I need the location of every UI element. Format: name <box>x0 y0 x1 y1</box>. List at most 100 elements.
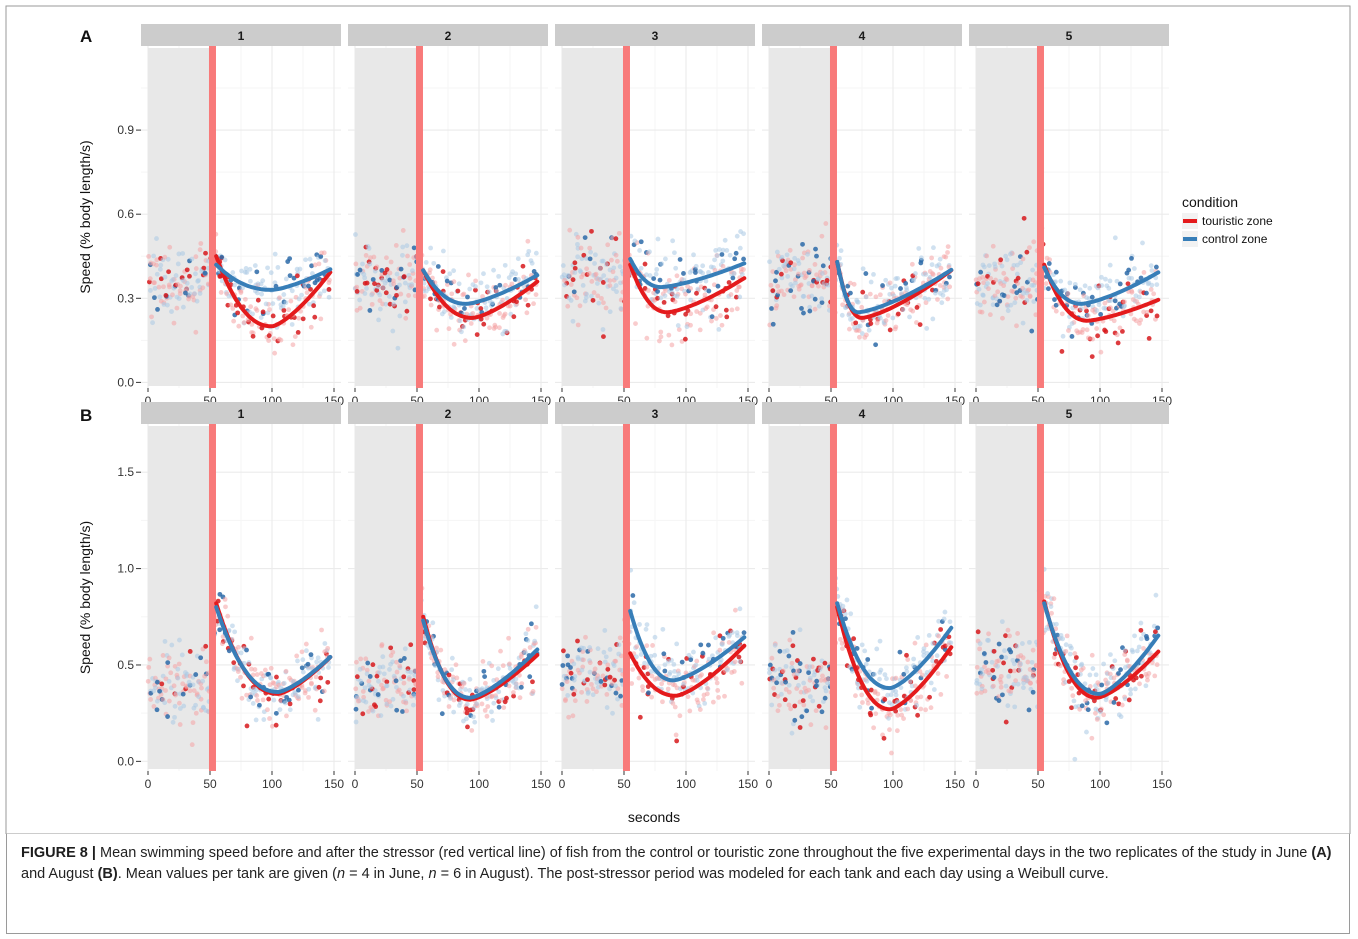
control-point <box>792 255 798 261</box>
control-point <box>259 291 265 297</box>
touristic-point <box>501 705 507 710</box>
control-point <box>677 257 683 262</box>
touristic-point <box>408 642 414 648</box>
control-point <box>894 699 900 705</box>
touristic-point <box>374 673 380 679</box>
pre-stressor-shading <box>562 48 627 386</box>
touristic-point <box>666 277 672 283</box>
control-point <box>593 252 598 258</box>
facet-strip-label: 3 <box>652 407 659 421</box>
touristic-point <box>710 699 716 705</box>
control-point <box>720 635 726 641</box>
control-point <box>523 650 528 656</box>
touristic-point <box>517 695 523 701</box>
control-point <box>672 250 677 256</box>
control-point <box>709 314 715 320</box>
touristic-point <box>370 662 376 668</box>
control-point <box>1131 266 1137 271</box>
control-point <box>509 272 514 277</box>
control-point <box>737 659 743 665</box>
touristic-point <box>231 318 237 324</box>
touristic-point <box>1030 277 1036 283</box>
control-point <box>287 707 293 713</box>
touristic-point <box>977 646 983 652</box>
touristic-point <box>407 275 413 281</box>
control-point <box>769 306 774 311</box>
control-point <box>884 676 889 682</box>
control-point <box>1021 685 1026 691</box>
stressor-line <box>829 424 837 771</box>
x-tick-label: 50 <box>617 777 631 791</box>
control-point <box>287 256 293 261</box>
control-point <box>472 719 478 725</box>
control-point <box>907 314 912 320</box>
control-point <box>170 719 176 725</box>
touristic-point <box>935 297 940 302</box>
touristic-point <box>713 316 719 321</box>
touristic-point <box>1008 668 1013 674</box>
touristic-point <box>1012 668 1017 674</box>
touristic-point <box>865 700 871 706</box>
touristic-point <box>248 304 254 310</box>
touristic-point <box>388 645 394 651</box>
touristic-point <box>795 668 801 674</box>
control-point <box>275 265 281 270</box>
control-point <box>796 683 801 688</box>
touristic-point <box>366 709 371 714</box>
control-point <box>852 325 857 331</box>
control-point <box>400 244 406 250</box>
control-point <box>295 658 300 664</box>
control-point <box>162 274 168 280</box>
control-fit-curve <box>835 601 954 691</box>
touristic-point <box>803 688 809 694</box>
control-point <box>863 661 869 667</box>
touristic-point <box>1003 719 1009 725</box>
touristic-point <box>482 680 488 686</box>
touristic-point <box>610 269 616 275</box>
y-tick-label: 0.5 <box>117 658 134 672</box>
data-points <box>974 566 1161 762</box>
control-point <box>391 673 397 679</box>
touristic-point <box>1126 697 1132 703</box>
touristic-point <box>718 313 723 318</box>
control-point <box>579 667 585 673</box>
touristic-point <box>899 712 905 718</box>
control-point <box>1014 643 1020 649</box>
control-point <box>904 669 910 675</box>
touristic-point <box>1066 679 1072 684</box>
control-point <box>515 256 521 262</box>
control-point <box>1078 671 1083 677</box>
touristic-point <box>163 688 168 693</box>
touristic-point <box>1084 327 1090 333</box>
control-point <box>1012 300 1018 306</box>
touristic-point <box>1137 321 1142 326</box>
control-point <box>659 261 665 267</box>
control-point <box>575 656 581 662</box>
touristic-point <box>1144 309 1150 315</box>
x-tick-label: 150 <box>738 777 758 791</box>
touristic-point <box>1005 294 1011 300</box>
touristic-point <box>581 252 587 258</box>
touristic-point <box>860 700 865 705</box>
touristic-point <box>914 320 919 325</box>
touristic-point <box>728 292 734 297</box>
touristic-point <box>500 663 506 669</box>
control-point <box>491 700 497 706</box>
touristic-point <box>607 674 613 680</box>
control-point <box>367 308 373 313</box>
control-point <box>394 271 400 277</box>
control-point <box>408 669 414 675</box>
control-point <box>1128 687 1134 692</box>
touristic-point <box>984 253 990 259</box>
x-tick-label: 0 <box>145 394 152 408</box>
touristic-point <box>847 280 853 286</box>
control-fit-curve <box>628 609 747 683</box>
touristic-fit-curve <box>628 262 747 315</box>
touristic-point <box>559 686 565 692</box>
control-point <box>430 620 436 626</box>
touristic-point <box>394 669 400 675</box>
touristic-point <box>840 646 845 651</box>
control-point <box>1101 305 1107 311</box>
stressor-line <box>1036 424 1044 771</box>
control-point <box>773 278 778 284</box>
